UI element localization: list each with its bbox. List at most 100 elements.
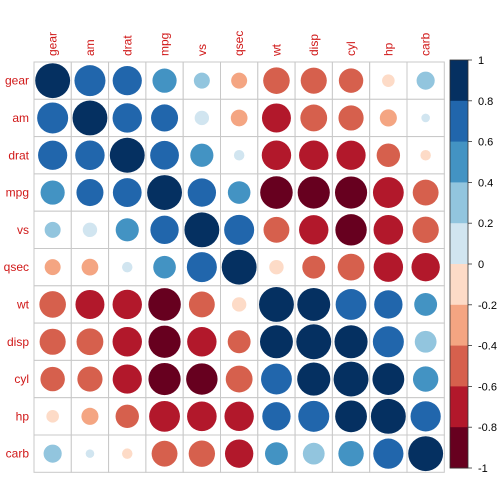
legend-tick-label: 0.8	[478, 96, 493, 108]
legend-segment	[450, 223, 468, 265]
correlation-circle	[370, 398, 406, 434]
correlation-circle	[224, 439, 254, 468]
correlation-circle	[194, 110, 210, 126]
correlation-circle	[115, 404, 139, 429]
correlation-circle	[193, 72, 210, 89]
correlation-circle	[75, 140, 105, 170]
correlation-circle	[335, 400, 367, 433]
legend-segment	[450, 386, 468, 428]
row-labels: gear am drat mpg vs qsec wt disp cyl hp carb	[4, 74, 30, 461]
correlation-circle	[412, 366, 439, 392]
correlation-circle	[190, 143, 214, 167]
correlation-circle	[411, 252, 440, 282]
correlation-circle	[187, 401, 217, 432]
correlation-circle	[338, 440, 364, 467]
legend-segment	[450, 264, 468, 306]
correlation-circle	[40, 180, 65, 205]
column-label: carb	[419, 32, 433, 56]
correlation-circle	[265, 442, 288, 466]
correlation-circle	[262, 402, 291, 431]
correlation-circle	[187, 327, 217, 357]
correlation-circle	[38, 140, 68, 170]
correlation-circle	[188, 291, 215, 318]
correlation-circle	[148, 325, 181, 358]
correlation-circle	[298, 400, 330, 432]
correlation-circle	[186, 252, 217, 283]
correlation-circle	[379, 109, 397, 127]
correlation-circle	[373, 438, 404, 469]
correlation-circle	[376, 143, 401, 167]
correlation-circle	[302, 255, 326, 279]
column-label: cyl	[344, 41, 358, 56]
correlation-circle	[37, 102, 69, 134]
correlation-circle	[46, 410, 59, 423]
row-label: qsec	[4, 260, 29, 274]
correlation-circle	[338, 105, 364, 131]
correlation-circle	[112, 364, 142, 394]
column-labels: gear am drat mpg vs qsec wt disp cyl hp carb	[46, 31, 433, 57]
correlation-circle	[153, 255, 176, 279]
correlation-circle	[35, 63, 71, 99]
correlation-circle	[302, 442, 325, 465]
column-label: am	[83, 39, 97, 56]
correlation-circle	[148, 288, 181, 321]
correlation-circle	[297, 176, 330, 209]
correlation-circle	[300, 67, 327, 94]
correlation-circle	[335, 214, 367, 246]
correlation-circle	[412, 179, 439, 206]
correlation-circle	[335, 289, 367, 320]
correlation-circle	[261, 363, 292, 395]
correlation-circle	[44, 259, 61, 276]
correlation-circle	[412, 216, 439, 244]
correlation-circle	[420, 150, 431, 161]
correlation-circle	[334, 176, 368, 209]
correlation-circle	[259, 325, 293, 359]
correlation-circle	[297, 362, 331, 396]
correlation-circle	[74, 65, 106, 97]
legend-tick-label: -0.6	[478, 381, 497, 393]
correlation-circle	[231, 72, 248, 89]
correlation-circle	[372, 177, 404, 208]
correlation-circle	[186, 363, 218, 395]
correlation-circle	[115, 218, 139, 242]
legend-segment	[450, 427, 468, 469]
correlation-circle	[261, 103, 291, 133]
correlation-circle	[39, 328, 66, 355]
correlation-circle	[75, 289, 105, 319]
correlation-circle	[408, 436, 444, 472]
legend-segment	[450, 141, 468, 183]
row-label: carb	[6, 447, 30, 461]
correlation-circle	[421, 113, 430, 123]
grid-cell	[406, 285, 445, 324]
legend-tick-label: 0.6	[478, 137, 493, 149]
correlation-circle	[373, 252, 404, 282]
legend-tick-label: 1	[478, 55, 484, 67]
correlation-circle	[44, 221, 61, 238]
correlation-circle	[414, 330, 437, 353]
correlation-circle	[112, 178, 142, 207]
correlation-circle	[299, 140, 329, 170]
correlation-circle	[233, 150, 245, 161]
correlation-circle	[261, 140, 292, 170]
correlation-circle	[184, 212, 220, 248]
correlation-circle	[112, 103, 142, 133]
correlation-circle	[230, 109, 248, 127]
correlation-circle	[77, 366, 103, 392]
correlation-circle	[147, 175, 182, 210]
row-label: vs	[17, 223, 29, 237]
correlation-circle	[187, 178, 217, 207]
legend-segment	[450, 100, 468, 143]
grid-cell	[406, 98, 445, 138]
correlation-circle	[372, 326, 404, 358]
row-label: disp	[7, 335, 29, 349]
correlation-circle	[40, 366, 65, 392]
correlation-circle	[224, 401, 254, 432]
correlation-circle	[296, 324, 332, 360]
correlation-circle	[152, 68, 177, 93]
legend-tick-label: -0.4	[478, 341, 497, 353]
correlation-circle	[269, 259, 284, 275]
row-label: gear	[5, 74, 29, 88]
correlation-circle	[263, 67, 290, 94]
correlation-circle	[81, 258, 99, 276]
